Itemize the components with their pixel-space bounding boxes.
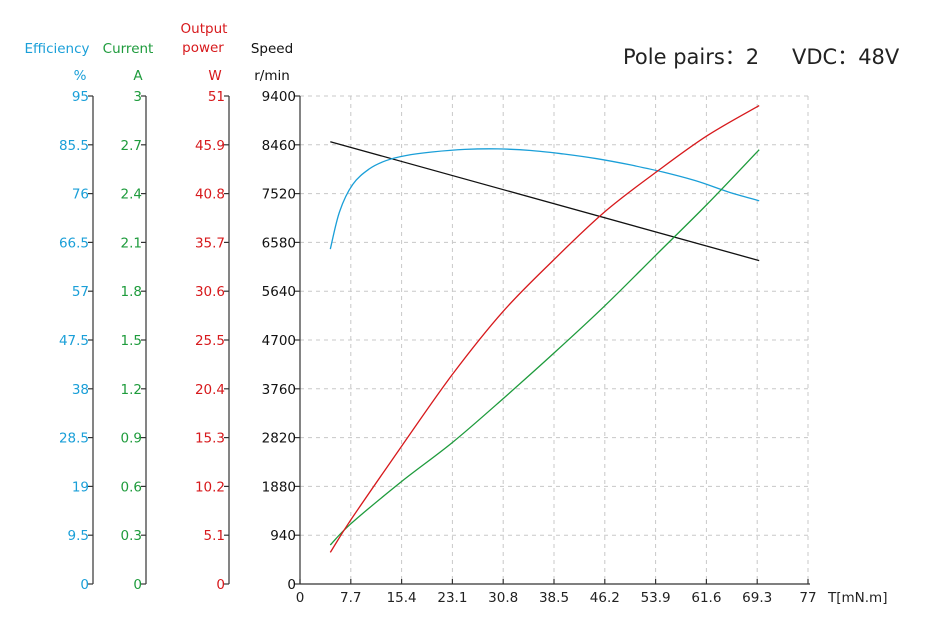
info-text: Pole pairs：2 VDC：48V — [623, 45, 900, 69]
power-tick-label: 35.7 — [195, 235, 225, 251]
current-tick-label: 0.9 — [121, 431, 142, 447]
efficiency-tick-label: 76 — [72, 187, 89, 203]
power-tick-label: 25.5 — [195, 333, 225, 349]
speed-tick-label: 7520 — [262, 187, 296, 203]
speed-tick-label: 4700 — [262, 333, 296, 349]
x-tick-label: 15.4 — [387, 590, 417, 606]
x-tick-label: 69.3 — [742, 590, 772, 606]
speed-tick-label: 8460 — [262, 138, 296, 154]
speed-tick-label: 940 — [270, 528, 296, 544]
speed-tick-label: 5640 — [262, 284, 296, 300]
x-tick-label: 23.1 — [437, 590, 467, 606]
current-tick-label: 1.8 — [121, 284, 142, 300]
axes: 0 7.7 15.4 23.1 30.8 38.5 46.2 53.9 61.6 69.3 77 T[… — [24, 21, 887, 606]
current-tick-label: 1.2 — [121, 382, 142, 398]
efficiency-axis-title: Efficiency — [24, 41, 89, 57]
x-tick-label: 7.7 — [340, 590, 361, 606]
power-tick-label: 10.2 — [195, 479, 225, 495]
efficiency-tick-label: 9.5 — [68, 528, 89, 544]
efficiency-tick-label: 95 — [72, 89, 89, 105]
power-tick-label: 15.3 — [195, 431, 225, 447]
current-tick-label: 0.6 — [121, 479, 142, 495]
power-tick-label: 5.1 — [204, 528, 225, 544]
power-tick-label: 30.6 — [195, 284, 225, 300]
current-tick-label: 0 — [133, 577, 142, 593]
x-tick-label: 38.5 — [539, 590, 569, 606]
speed-tick-label: 3760 — [262, 382, 296, 398]
efficiency-axis-unit: % — [74, 68, 87, 84]
speed-axis-unit: r/min — [254, 68, 290, 84]
current-curve — [329, 149, 760, 546]
power-axis-title-line2: power — [182, 40, 224, 56]
current-axis-unit: A — [133, 68, 143, 84]
x-tick-label: 0 — [296, 590, 305, 606]
speed-tick-label: 1880 — [262, 479, 296, 495]
speed-curve — [330, 141, 760, 262]
current-tick-label: 2.4 — [121, 187, 142, 203]
power-tick-label: 45.9 — [195, 138, 225, 154]
speed-tick-label: 6580 — [262, 235, 296, 251]
x-tick-label: 46.2 — [590, 590, 620, 606]
power-tick-label: 20.4 — [195, 382, 225, 398]
current-tick-label: 2.1 — [121, 235, 142, 251]
current-tick-label: 3 — [133, 89, 142, 105]
efficiency-tick-label: 66.5 — [59, 235, 89, 251]
vdc-label: VDC：48V — [792, 45, 900, 69]
power-axis-unit: W — [208, 68, 221, 84]
speed-tick-label: 2820 — [262, 431, 296, 447]
power-curve — [329, 105, 760, 553]
power-tick-label: 0 — [216, 577, 225, 593]
efficiency-tick-label: 38 — [72, 382, 89, 398]
efficiency-tick-label: 57 — [72, 284, 89, 300]
current-tick-label: 2.7 — [121, 138, 142, 154]
efficiency-tick-label: 47.5 — [59, 333, 89, 349]
efficiency-curve — [329, 148, 760, 250]
current-tick-label: 1.5 — [121, 333, 142, 349]
x-tick-label: 61.6 — [691, 590, 721, 606]
x-tick-label: 77 — [799, 590, 816, 606]
speed-tick-label: 9400 — [262, 89, 296, 105]
efficiency-tick-label: 28.5 — [59, 431, 89, 447]
current-axis-title: Current — [103, 41, 154, 57]
x-tick-label: 53.9 — [641, 590, 671, 606]
series-lines — [329, 105, 760, 553]
current-tick-label: 0.3 — [121, 528, 142, 544]
speed-tick-label: 0 — [287, 577, 296, 593]
pole-pairs-label: Pole pairs：2 — [623, 45, 759, 69]
power-tick-label: 51 — [208, 89, 225, 105]
x-axis-label: T[mN.m] — [827, 590, 887, 606]
efficiency-tick-label: 19 — [72, 479, 89, 495]
x-tick-label: 30.8 — [488, 590, 518, 606]
efficiency-tick-label: 85.5 — [59, 138, 89, 154]
efficiency-tick-label: 0 — [80, 577, 89, 593]
speed-axis-title: Speed — [251, 41, 293, 57]
grid — [300, 95, 809, 584]
power-tick-label: 40.8 — [195, 187, 225, 203]
power-axis-title-line1: Output — [181, 21, 228, 37]
